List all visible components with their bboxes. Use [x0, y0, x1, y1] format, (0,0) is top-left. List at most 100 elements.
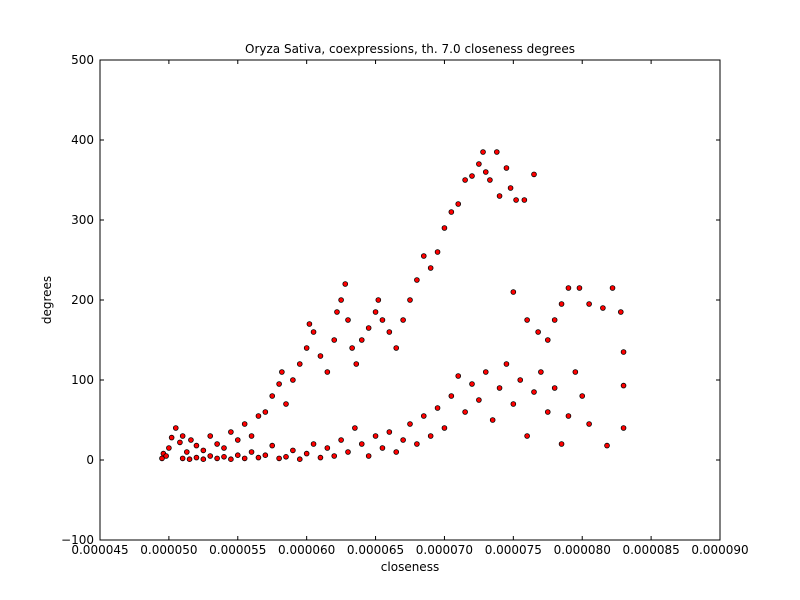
data-point: [496, 385, 503, 391]
data-point: [420, 253, 427, 259]
y-tick-label: 200: [71, 293, 94, 307]
x-tick-label: 0.000080: [554, 543, 611, 557]
data-point: [620, 425, 627, 431]
x-tick-label: 0.000055: [209, 543, 266, 557]
data-point: [510, 401, 517, 407]
data-point: [331, 337, 338, 343]
data-point: [248, 433, 255, 439]
data-point: [365, 453, 372, 459]
data-point: [586, 421, 592, 427]
data-point: [200, 447, 207, 454]
data-point: [517, 377, 524, 383]
data-point: [358, 441, 365, 447]
data-point: [310, 441, 317, 447]
data-point: [269, 442, 276, 449]
data-point: [221, 453, 227, 460]
data-point: [358, 337, 365, 343]
data-point: [290, 447, 296, 454]
data-point: [345, 449, 351, 455]
data-point: [448, 393, 455, 399]
data-point: [482, 169, 489, 175]
data-point: [241, 455, 248, 462]
x-axis-label: closeness: [381, 560, 439, 574]
data-point: [296, 456, 303, 463]
data-point: [306, 321, 313, 327]
data-point: [476, 397, 482, 403]
data-point: [214, 455, 220, 462]
data-point: [558, 301, 565, 307]
x-tick-label: 0.000090: [691, 543, 748, 557]
data-point: [427, 433, 434, 439]
data-point: [262, 452, 269, 459]
data-point: [487, 177, 493, 183]
data-point: [207, 433, 214, 439]
x-tick-label: 0.000075: [485, 543, 542, 557]
data-point: [455, 201, 462, 207]
data-point: [303, 345, 310, 351]
y-tick-label: −100: [61, 533, 94, 547]
data-point: [276, 381, 282, 387]
data-point: [493, 149, 500, 155]
data-point: [349, 345, 355, 351]
data-point: [255, 413, 262, 419]
data-point: [617, 309, 624, 315]
data-point: [551, 385, 558, 391]
y-tick-label: 500: [71, 53, 94, 67]
data-point: [172, 425, 179, 431]
data-point: [462, 409, 468, 415]
data-point: [372, 433, 379, 439]
data-point: [310, 329, 317, 335]
data-point: [531, 389, 537, 395]
data-point: [338, 297, 344, 303]
axis-ticks: 0.000045 0.000050 0.000055 0.000060 0.000065…: [61, 53, 749, 557]
data-point: [317, 454, 324, 461]
data-point: [544, 337, 551, 343]
data-point: [184, 449, 190, 455]
x-tick-label: 0.000070: [416, 543, 473, 557]
data-point: [283, 401, 289, 407]
data-point: [290, 377, 296, 383]
data-point: [414, 441, 420, 447]
data-point: [524, 317, 530, 323]
data-point: [496, 193, 503, 199]
data-point: [248, 449, 255, 455]
chart-title: Oryza Sativa, coexpressions, th. 7.0 clo…: [245, 42, 575, 56]
data-point: [544, 409, 551, 415]
data-point: [193, 454, 200, 461]
data-point: [480, 149, 486, 155]
data-point: [448, 209, 455, 215]
data-point: [324, 445, 331, 451]
data-point: [469, 381, 475, 387]
y-axis-label: degrees: [40, 276, 54, 324]
data-point: [193, 442, 200, 449]
y-tick-label: 400: [71, 133, 94, 147]
y-tick-label: 300: [71, 213, 94, 227]
x-tick-label: 0.000085: [622, 543, 679, 557]
data-point: [386, 329, 393, 335]
data-point: [214, 441, 220, 447]
data-point: [620, 349, 627, 355]
data-point: [414, 277, 420, 283]
data-point: [476, 161, 482, 167]
data-point: [572, 369, 579, 375]
data-point: [434, 405, 441, 411]
data-point: [234, 437, 241, 443]
data-point: [407, 421, 413, 427]
data-point: [507, 185, 514, 191]
x-tick-label: 0.000045: [71, 543, 128, 557]
data-point: [345, 317, 351, 323]
data-point: [558, 441, 565, 447]
x-tick-label: 0.000065: [347, 543, 404, 557]
data-point: [586, 301, 592, 307]
data-point: [331, 453, 338, 459]
data-point: [489, 417, 496, 423]
data-point: [338, 437, 344, 443]
data-point: [200, 456, 207, 463]
data-point: [234, 452, 241, 459]
data-point: [283, 453, 289, 460]
data-point: [334, 309, 340, 315]
data-point: [565, 413, 572, 419]
data-points: [159, 149, 627, 463]
x-tick-label: 0.000050: [140, 543, 197, 557]
